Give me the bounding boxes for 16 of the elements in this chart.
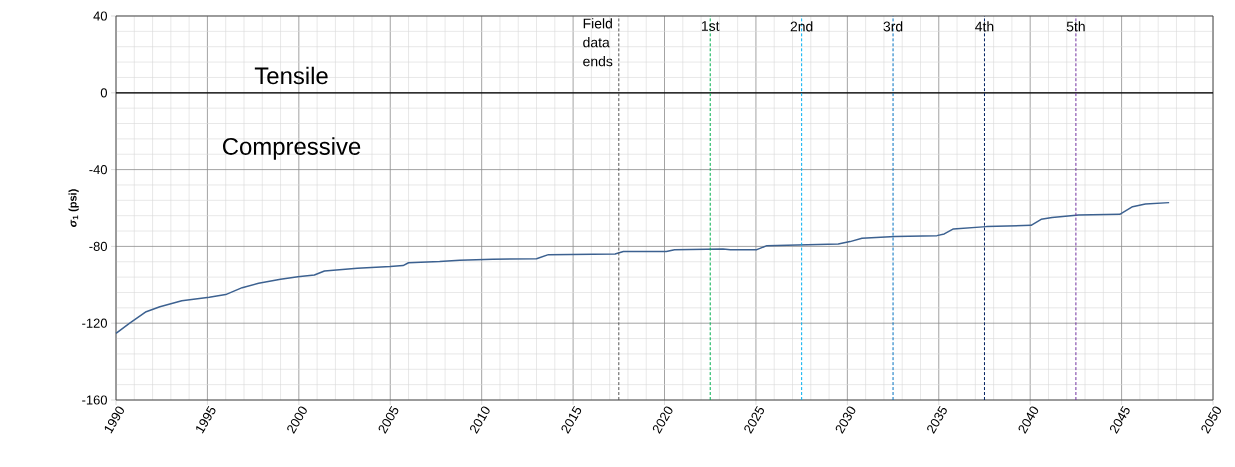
ref-line-label: 2nd: [790, 21, 813, 32]
y-tick-label: -40: [89, 165, 107, 175]
ref-line-label: 1st: [701, 21, 720, 31]
ref-line-label: 5th: [1066, 21, 1085, 32]
y-tick-label: -80: [89, 241, 107, 251]
y-tick-label: 0: [100, 88, 108, 98]
ref-line-label: 4th: [975, 21, 994, 32]
ref-line-label: Field data ends: [583, 18, 613, 67]
line-series: [115, 201, 1170, 335]
y-tick-label: 40: [93, 11, 108, 21]
annotation: Compressive: [222, 137, 361, 160]
y-axis-title: σ$_{1}$ (psi): [68, 189, 79, 227]
y-tick-label: -160: [82, 395, 107, 405]
y-tick-label: -120: [82, 318, 107, 328]
ref-line-label: 3rd: [883, 21, 903, 32]
annotation: Tensile: [254, 66, 328, 85]
